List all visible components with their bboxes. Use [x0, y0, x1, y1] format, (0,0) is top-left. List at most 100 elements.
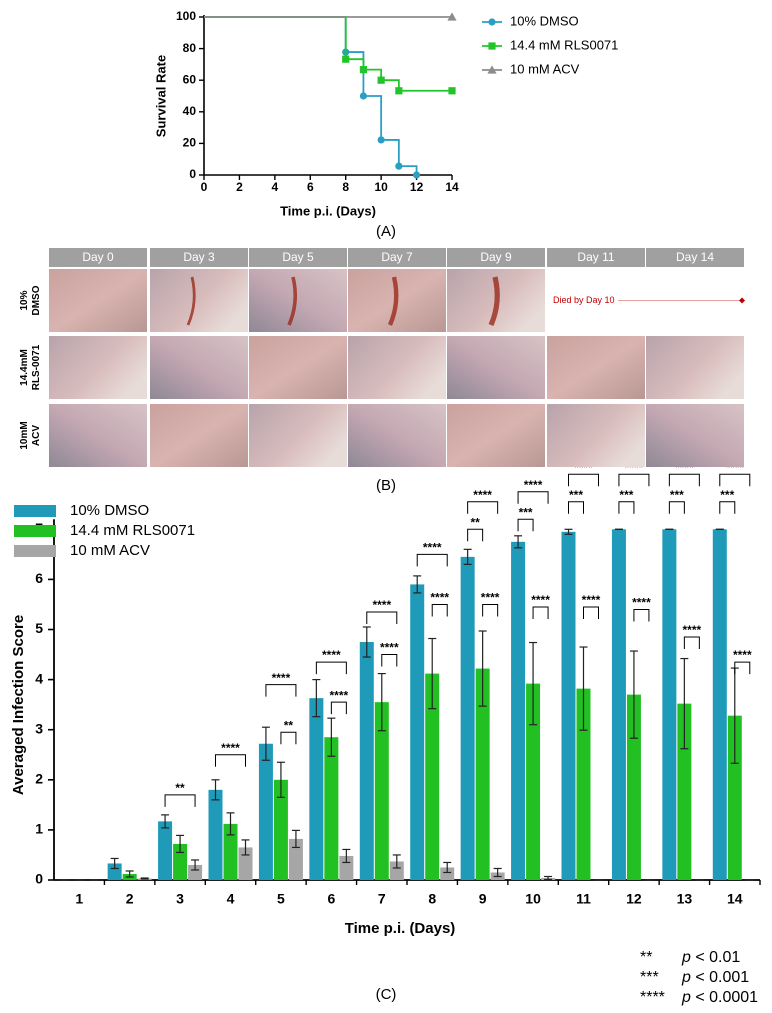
x-tick-label: 13 — [677, 891, 693, 907]
row-label-line: ACV — [31, 425, 42, 446]
error-bar — [276, 761, 285, 798]
significance-bracket — [280, 731, 297, 745]
wound-photo — [249, 336, 347, 399]
column-header — [447, 248, 545, 267]
key-note: p < 0.0001 — [682, 989, 759, 1006]
significance-label: **** — [733, 648, 752, 662]
significance-bracket — [734, 661, 751, 675]
error-bar — [125, 870, 134, 878]
wound-photo — [447, 336, 545, 399]
legend-swatch — [14, 545, 56, 557]
significance-bracket — [719, 501, 736, 514]
y-tick-label: 60 — [183, 72, 197, 86]
bar — [440, 867, 455, 880]
bar — [677, 703, 692, 880]
error-bar — [564, 528, 573, 535]
column-header-label: Day 7 — [381, 250, 413, 264]
x-tick-label: 4 — [272, 180, 279, 194]
legend-label: 10 mM ACV — [70, 542, 150, 559]
significance-bracket — [482, 603, 499, 617]
wound-photo — [447, 404, 545, 467]
bar — [158, 821, 173, 880]
row-label: 14.4mMRLS-0071 — [19, 344, 42, 390]
death-marker — [739, 297, 745, 304]
bar — [727, 715, 742, 880]
error-bar — [362, 626, 371, 658]
panel-label: (C) — [376, 986, 397, 1003]
bar — [374, 702, 389, 880]
significance-bracket — [568, 473, 599, 487]
legend-label: 10% DMSO — [510, 13, 579, 28]
legend-label: 10% DMSO — [70, 502, 149, 519]
significance-bracket — [467, 501, 499, 514]
x-tick-label: 6 — [327, 891, 335, 907]
significance-bracket — [568, 501, 584, 514]
key-note: p < 0.01 — [682, 949, 741, 966]
x-tick-label: 14 — [727, 891, 743, 907]
error-bar — [161, 814, 170, 829]
error-bar — [226, 812, 235, 836]
wound-photo — [547, 404, 645, 467]
significance-label: *** — [519, 505, 533, 519]
significance-label: **** — [582, 593, 601, 607]
wound-lesion — [287, 276, 298, 326]
error-bar — [413, 575, 422, 594]
wound-photo — [150, 404, 248, 467]
bar — [188, 864, 203, 880]
y-tick-label: 0 — [189, 167, 196, 181]
x-tick-label: 5 — [277, 891, 285, 907]
error-bar — [680, 657, 689, 750]
death-note: Died by Day 10 — [553, 295, 615, 305]
error-bar — [110, 857, 119, 870]
survival-line — [204, 16, 418, 175]
legend-swatch — [14, 505, 56, 517]
error-bar — [261, 726, 270, 761]
bar — [576, 688, 591, 880]
x-tick-label: 3 — [176, 891, 184, 907]
x-tick-label: 2 — [236, 180, 243, 194]
significance-bracket — [683, 636, 700, 650]
significance-bracket — [315, 661, 347, 675]
wound-photo — [49, 336, 147, 399]
row-label-line: 14.4mM — [19, 349, 30, 386]
marker — [395, 87, 403, 95]
wound-photo — [348, 404, 446, 467]
significance-label: **** — [481, 591, 500, 605]
x-tick-label: 8 — [342, 180, 349, 194]
key-row: *** p < 0.001 — [640, 968, 758, 988]
marker — [487, 65, 497, 74]
y-tick-label: 2 — [35, 771, 43, 787]
significance-label: **** — [272, 671, 291, 685]
bar — [223, 823, 238, 880]
significance-label: **** — [330, 688, 349, 702]
column-header-label: Day 0 — [82, 250, 114, 264]
bar — [511, 541, 526, 880]
error-bar — [493, 867, 502, 878]
column-header-label: Day 9 — [480, 250, 512, 264]
column-header — [150, 248, 248, 267]
error-bar — [443, 861, 452, 874]
marker — [377, 76, 385, 84]
significance-key: ** p < 0.01 *** p < 0.001 **** p < 0.0001 — [640, 948, 758, 1008]
legend-label: 10 mM ACV — [510, 61, 580, 76]
x-tick-label: 12 — [626, 891, 642, 907]
significance-bracket — [668, 501, 685, 514]
bar — [475, 668, 490, 880]
bar — [561, 531, 576, 880]
error-bar — [514, 535, 523, 549]
y-tick-label: 100 — [176, 9, 196, 23]
y-tick-label: 0 — [35, 871, 43, 887]
significance-label: *** — [619, 488, 633, 502]
panel-label: (B) — [376, 477, 396, 494]
significance-label: ** — [470, 515, 480, 529]
significance-bracket — [431, 603, 448, 617]
wound-photo — [249, 269, 347, 332]
bar — [626, 694, 641, 880]
x-tick-label: 4 — [227, 891, 235, 907]
row-label-line: DMSO — [31, 285, 42, 315]
bar — [107, 863, 122, 880]
marker — [342, 55, 350, 63]
significance-bracket — [330, 701, 347, 715]
significance-label: **** — [683, 623, 702, 637]
significance-bracket — [416, 553, 448, 567]
